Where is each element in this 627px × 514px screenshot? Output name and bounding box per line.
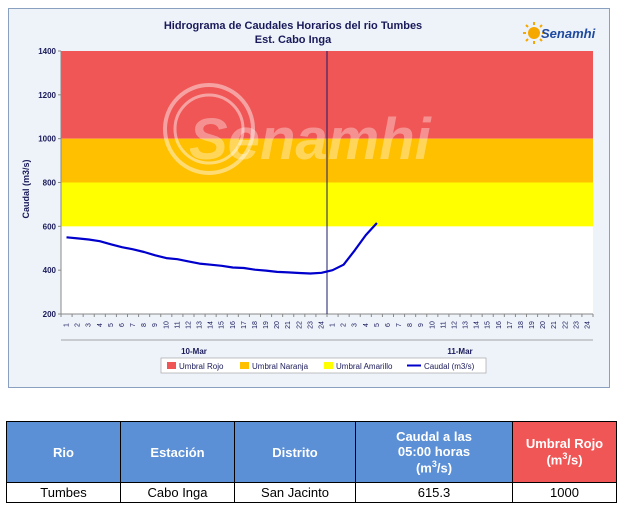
header-umbral-line1: Umbral Rojo: [525, 436, 604, 452]
y-tick-label: 200: [43, 310, 57, 319]
legend-label-caudal: Caudal (m3/s): [424, 362, 475, 371]
x-tick-label: 20: [540, 321, 547, 329]
y-tick-label: 400: [43, 266, 57, 275]
x-tick-label: 18: [252, 321, 259, 329]
x-tick-label: 13: [197, 321, 204, 329]
x-tick-label: 3: [86, 323, 93, 327]
x-tick-label: 5: [108, 323, 115, 327]
x-tick-label: 23: [573, 321, 580, 329]
x-tick-label: 6: [385, 323, 392, 327]
x-tick-label: 9: [152, 323, 159, 327]
legend-swatch-amarillo: [324, 362, 333, 369]
y-axis-label: Caudal (m3/s): [21, 159, 31, 218]
table-row: Tumbes Cabo Inga San Jacinto 615.3 1000: [6, 482, 617, 503]
y-tick-label: 1200: [38, 91, 56, 100]
x-tick-label: 23: [307, 321, 314, 329]
x-tick-label: 17: [241, 321, 248, 329]
y-tick-label: 1000: [38, 135, 56, 144]
x-tick-label: 14: [208, 321, 215, 329]
senamhi-logo: Senamhi: [523, 22, 596, 44]
x-tick-label: 7: [396, 323, 403, 327]
y-tick-label: 800: [43, 179, 57, 188]
header-caudal-line1: Caudal a las: [396, 428, 472, 444]
x-tick-label: 7: [130, 323, 137, 327]
header-caudal: Caudal a las 05:00 horas (m3/s): [355, 421, 513, 483]
day-label: 11-Mar: [447, 347, 472, 356]
watermark: Senamhi: [163, 83, 433, 175]
x-tick-label: 24: [318, 321, 325, 329]
x-tick-label: 16: [230, 321, 237, 329]
cell-estacion: Cabo Inga: [120, 482, 235, 503]
x-tick-label: 3: [352, 323, 359, 327]
x-tick-label: 4: [363, 323, 370, 327]
x-tick-label: 5: [374, 323, 381, 327]
y-tick-label: 600: [43, 222, 57, 231]
x-tick-label: 15: [485, 321, 492, 329]
header-caudal-unit: (m3/s): [415, 458, 453, 476]
sun-icon: [523, 22, 545, 44]
x-tick-label: 13: [463, 321, 470, 329]
legend-label-rojo: Umbral Rojo: [179, 362, 224, 371]
chart-panel: Hidrograma de Caudales Horarios del rio …: [8, 8, 610, 388]
legend-swatch-naranja: [240, 362, 249, 369]
x-tick-label: 16: [496, 321, 503, 329]
x-tick-label: 1: [64, 323, 71, 327]
x-tick-label: 1: [330, 323, 337, 327]
x-tick-label: 10: [429, 321, 436, 329]
legend-label-amarillo: Umbral Amarillo: [336, 362, 393, 371]
x-tick-label: 12: [185, 321, 192, 329]
series: [66, 222, 378, 275]
x-tick-label: 21: [551, 321, 558, 329]
x-tick-label: 6: [119, 323, 126, 327]
x-tick-label: 2: [75, 323, 82, 327]
x-tick-label: 14: [474, 321, 481, 329]
hydrograph-chart: Hidrograma de Caudales Horarios del rio …: [21, 20, 596, 374]
x-tick-label: 2: [341, 323, 348, 327]
x-tick-label: 18: [518, 321, 525, 329]
watermark-sun-icon: [163, 83, 255, 175]
cell-rio: Tumbes: [6, 482, 121, 503]
x-tick-label: 24: [584, 321, 591, 329]
header-caudal-line2: 05:00 horas: [397, 443, 471, 459]
station-info-table: Rio Estación Distrito Caudal a las 05:00…: [6, 421, 617, 503]
x-tick-label: 4: [97, 323, 104, 327]
watermark-text: Senamhi: [189, 107, 433, 172]
legend-label-naranja: Umbral Naranja: [252, 362, 309, 371]
legend-swatch-rojo: [167, 362, 176, 369]
header-distrito: Distrito: [234, 421, 356, 483]
x-tick-label: 8: [407, 323, 414, 327]
cell-distrito: San Jacinto: [234, 482, 356, 503]
x-tick-label: 21: [285, 321, 292, 329]
x-tick-label: 10: [163, 321, 170, 329]
x-tick-label: 8: [141, 323, 148, 327]
header-umbral-rojo: Umbral Rojo (m3/s): [512, 421, 617, 483]
x-tick-label: 20: [274, 321, 281, 329]
y-tick-label: 1400: [38, 47, 56, 56]
chart-subtitle: Est. Cabo Inga: [255, 34, 332, 46]
x-tick-label: 9: [418, 323, 425, 327]
x-tick-label: 22: [562, 321, 569, 329]
cell-umbral: 1000: [512, 482, 617, 503]
x-tick-label: 11: [174, 321, 181, 328]
x-tick-label: 17: [507, 321, 514, 329]
x-tick-label: 11: [440, 321, 447, 328]
x-tick-label: 12: [451, 321, 458, 329]
x-tick-label: 19: [529, 321, 536, 329]
x-tick-label: 19: [263, 321, 270, 329]
logo-text: Senamhi: [541, 26, 596, 41]
chart-title: Hidrograma de Caudales Horarios del rio …: [164, 20, 422, 32]
day-label: 10-Mar: [181, 347, 207, 356]
series-line-caudal: [66, 222, 378, 275]
header-umbral-unit: (m3/s): [546, 451, 583, 468]
x-tick-label: 15: [219, 321, 226, 329]
header-rio: Rio: [6, 421, 121, 483]
cell-caudal: 615.3: [355, 482, 513, 503]
legend: Umbral Rojo Umbral Naranja Umbral Amaril…: [160, 357, 487, 374]
x-tick-label: 22: [296, 321, 303, 329]
header-estacion: Estación: [120, 421, 235, 483]
